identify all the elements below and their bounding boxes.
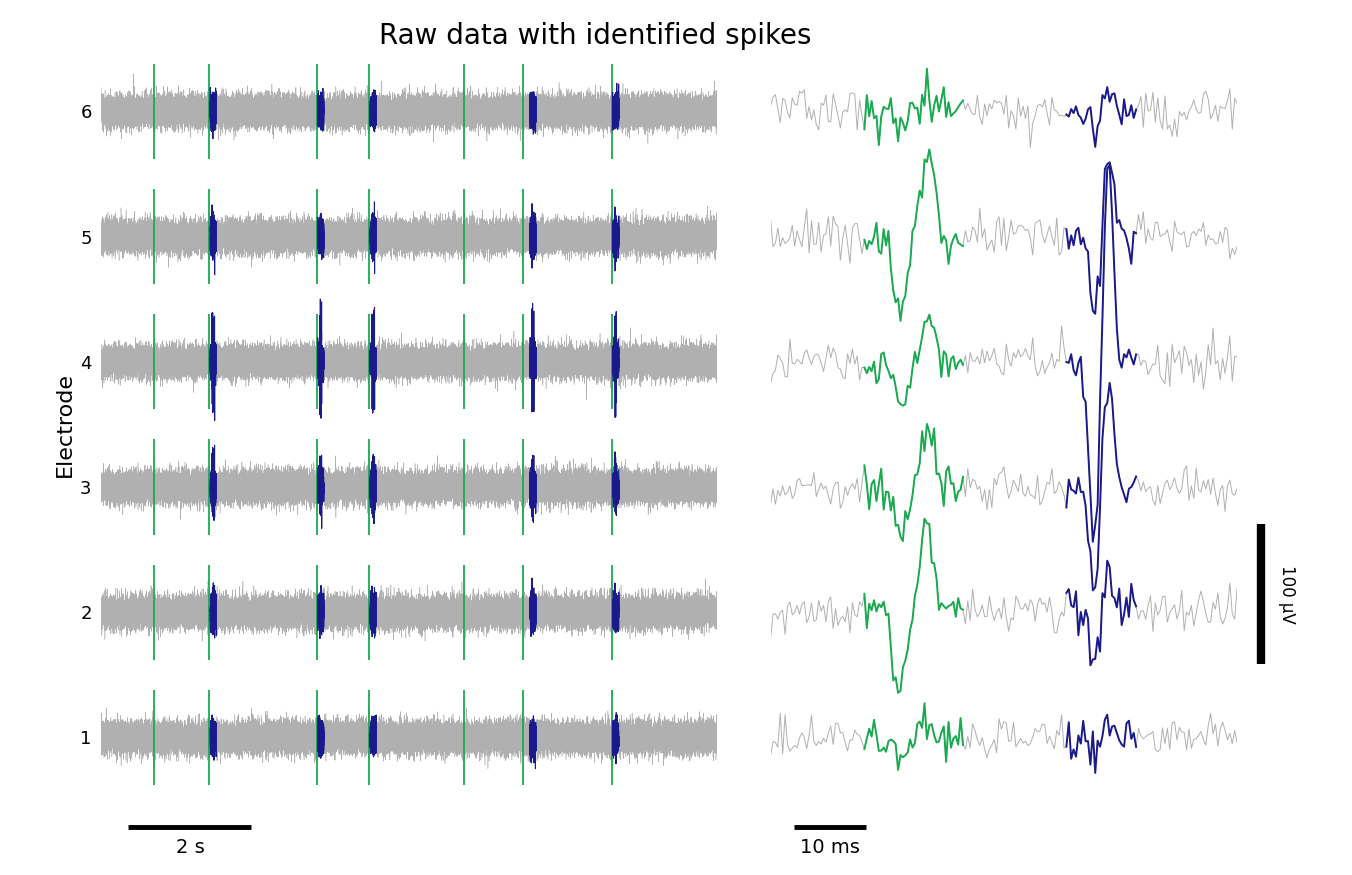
Text: Raw data with identified spikes: Raw data with identified spikes: [379, 22, 811, 50]
Y-axis label: Electrode: Electrode: [54, 372, 74, 477]
Text: 100 μV: 100 μV: [1278, 564, 1295, 623]
Text: 2 s: 2 s: [176, 838, 204, 858]
Text: 10 ms: 10 ms: [800, 838, 860, 858]
